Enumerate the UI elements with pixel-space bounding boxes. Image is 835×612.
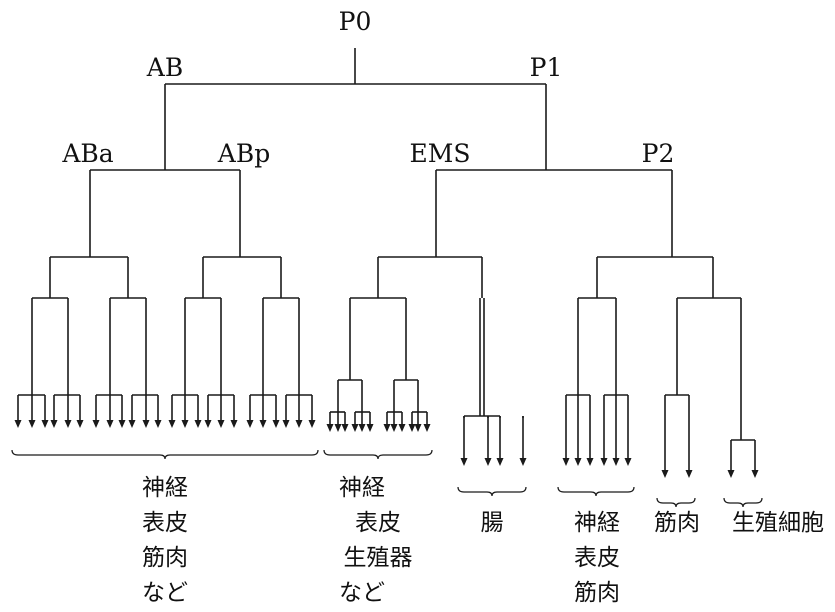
arrowhead <box>586 458 594 466</box>
arrowhead <box>76 420 84 428</box>
fate-p4: 生殖細胞 <box>732 510 824 536</box>
arrowhead <box>181 420 189 428</box>
arrowhead <box>414 424 422 432</box>
arrowhead <box>334 424 342 432</box>
ems-subtree <box>330 256 524 418</box>
fate-e-line: 腸 <box>481 510 504 536</box>
fate-ab: 神経 表皮 筋肉 など <box>142 475 188 606</box>
arrowhead <box>751 470 759 478</box>
arrowhead <box>351 424 359 432</box>
arrowhead <box>358 424 366 432</box>
arrowhead <box>685 470 693 478</box>
label-abp: ABp <box>217 139 270 168</box>
arrowhead <box>282 420 290 428</box>
label-p1: P1 <box>530 53 563 82</box>
arrowhead <box>246 420 254 428</box>
arrowhead <box>423 424 431 432</box>
p2-subtree <box>566 256 755 441</box>
arrowhead <box>624 458 632 466</box>
ab-division <box>89 169 241 257</box>
aba-subtree <box>18 256 158 396</box>
arrowhead <box>41 420 49 428</box>
arrowhead <box>366 424 374 432</box>
arrowhead <box>194 420 202 428</box>
arrowhead <box>128 420 136 428</box>
arrowhead <box>142 420 150 428</box>
arrowhead <box>50 420 58 428</box>
label-p2: P2 <box>642 139 675 168</box>
arrowhead <box>519 458 527 466</box>
arrowhead <box>661 470 669 478</box>
fate-ms-line: 神経 <box>339 475 385 501</box>
fate-d-line: 筋肉 <box>654 510 700 536</box>
fate-ms: 神経 表皮 生殖器 など <box>339 475 413 606</box>
arrowhead <box>600 458 608 466</box>
arrowhead <box>295 420 303 428</box>
arrowhead <box>727 470 735 478</box>
arrowhead <box>272 420 280 428</box>
p1-division <box>435 169 673 257</box>
fate-c-line: 表皮 <box>574 545 620 571</box>
arrowhead <box>259 420 267 428</box>
p0-division <box>164 48 547 170</box>
arrowhead <box>14 420 22 428</box>
arrowhead <box>562 458 570 466</box>
fate-ab-line: など <box>142 580 188 606</box>
arrowhead <box>496 458 504 466</box>
arrowhead <box>217 420 225 428</box>
abp-subtree <box>172 256 312 396</box>
label-ab: AB <box>146 53 183 82</box>
fate-ms-line: 表皮 <box>355 510 401 536</box>
arrowhead <box>408 424 416 432</box>
fate-ms-line: 生殖器 <box>344 545 413 571</box>
arrowhead <box>118 420 126 428</box>
group-brace <box>723 497 763 508</box>
arrowhead <box>64 420 72 428</box>
fate-c-line: 神経 <box>574 510 620 536</box>
label-aba: ABa <box>61 139 113 168</box>
fate-e: 腸 <box>481 510 504 536</box>
fate-ab-line: 筋肉 <box>142 545 188 571</box>
arrowhead <box>154 420 162 428</box>
arrowhead <box>612 458 620 466</box>
arrowhead <box>383 424 391 432</box>
arrowhead <box>341 424 349 432</box>
arrowhead <box>28 420 36 428</box>
group-brace <box>557 486 635 497</box>
fate-c: 神経 表皮 筋肉 <box>574 510 620 606</box>
fate-p4-line: 生殖細胞 <box>732 510 824 536</box>
group-brace <box>11 449 319 460</box>
fate-braces <box>11 449 763 508</box>
label-p0: P0 <box>339 7 372 36</box>
group-brace <box>656 497 696 508</box>
arrowhead <box>308 420 316 428</box>
arrowhead <box>168 420 176 428</box>
arrowhead <box>326 424 334 432</box>
fate-ab-line: 表皮 <box>142 510 188 536</box>
terminal-cells <box>14 395 759 478</box>
arrowhead <box>484 458 492 466</box>
fate-d: 筋肉 <box>654 510 700 536</box>
arrowhead <box>398 424 406 432</box>
arrowhead <box>204 420 212 428</box>
arrowhead <box>460 458 468 466</box>
fate-c-line: 筋肉 <box>574 580 620 606</box>
group-brace <box>457 486 527 497</box>
arrowhead <box>106 420 114 428</box>
label-ems: EMS <box>410 139 471 168</box>
group-brace <box>323 449 433 460</box>
arrowhead <box>574 458 582 466</box>
fate-ms-line: など <box>339 580 385 606</box>
arrowhead <box>230 420 238 428</box>
fate-ab-line: 神経 <box>142 475 188 501</box>
arrowhead <box>390 424 398 432</box>
arrowhead <box>92 420 100 428</box>
